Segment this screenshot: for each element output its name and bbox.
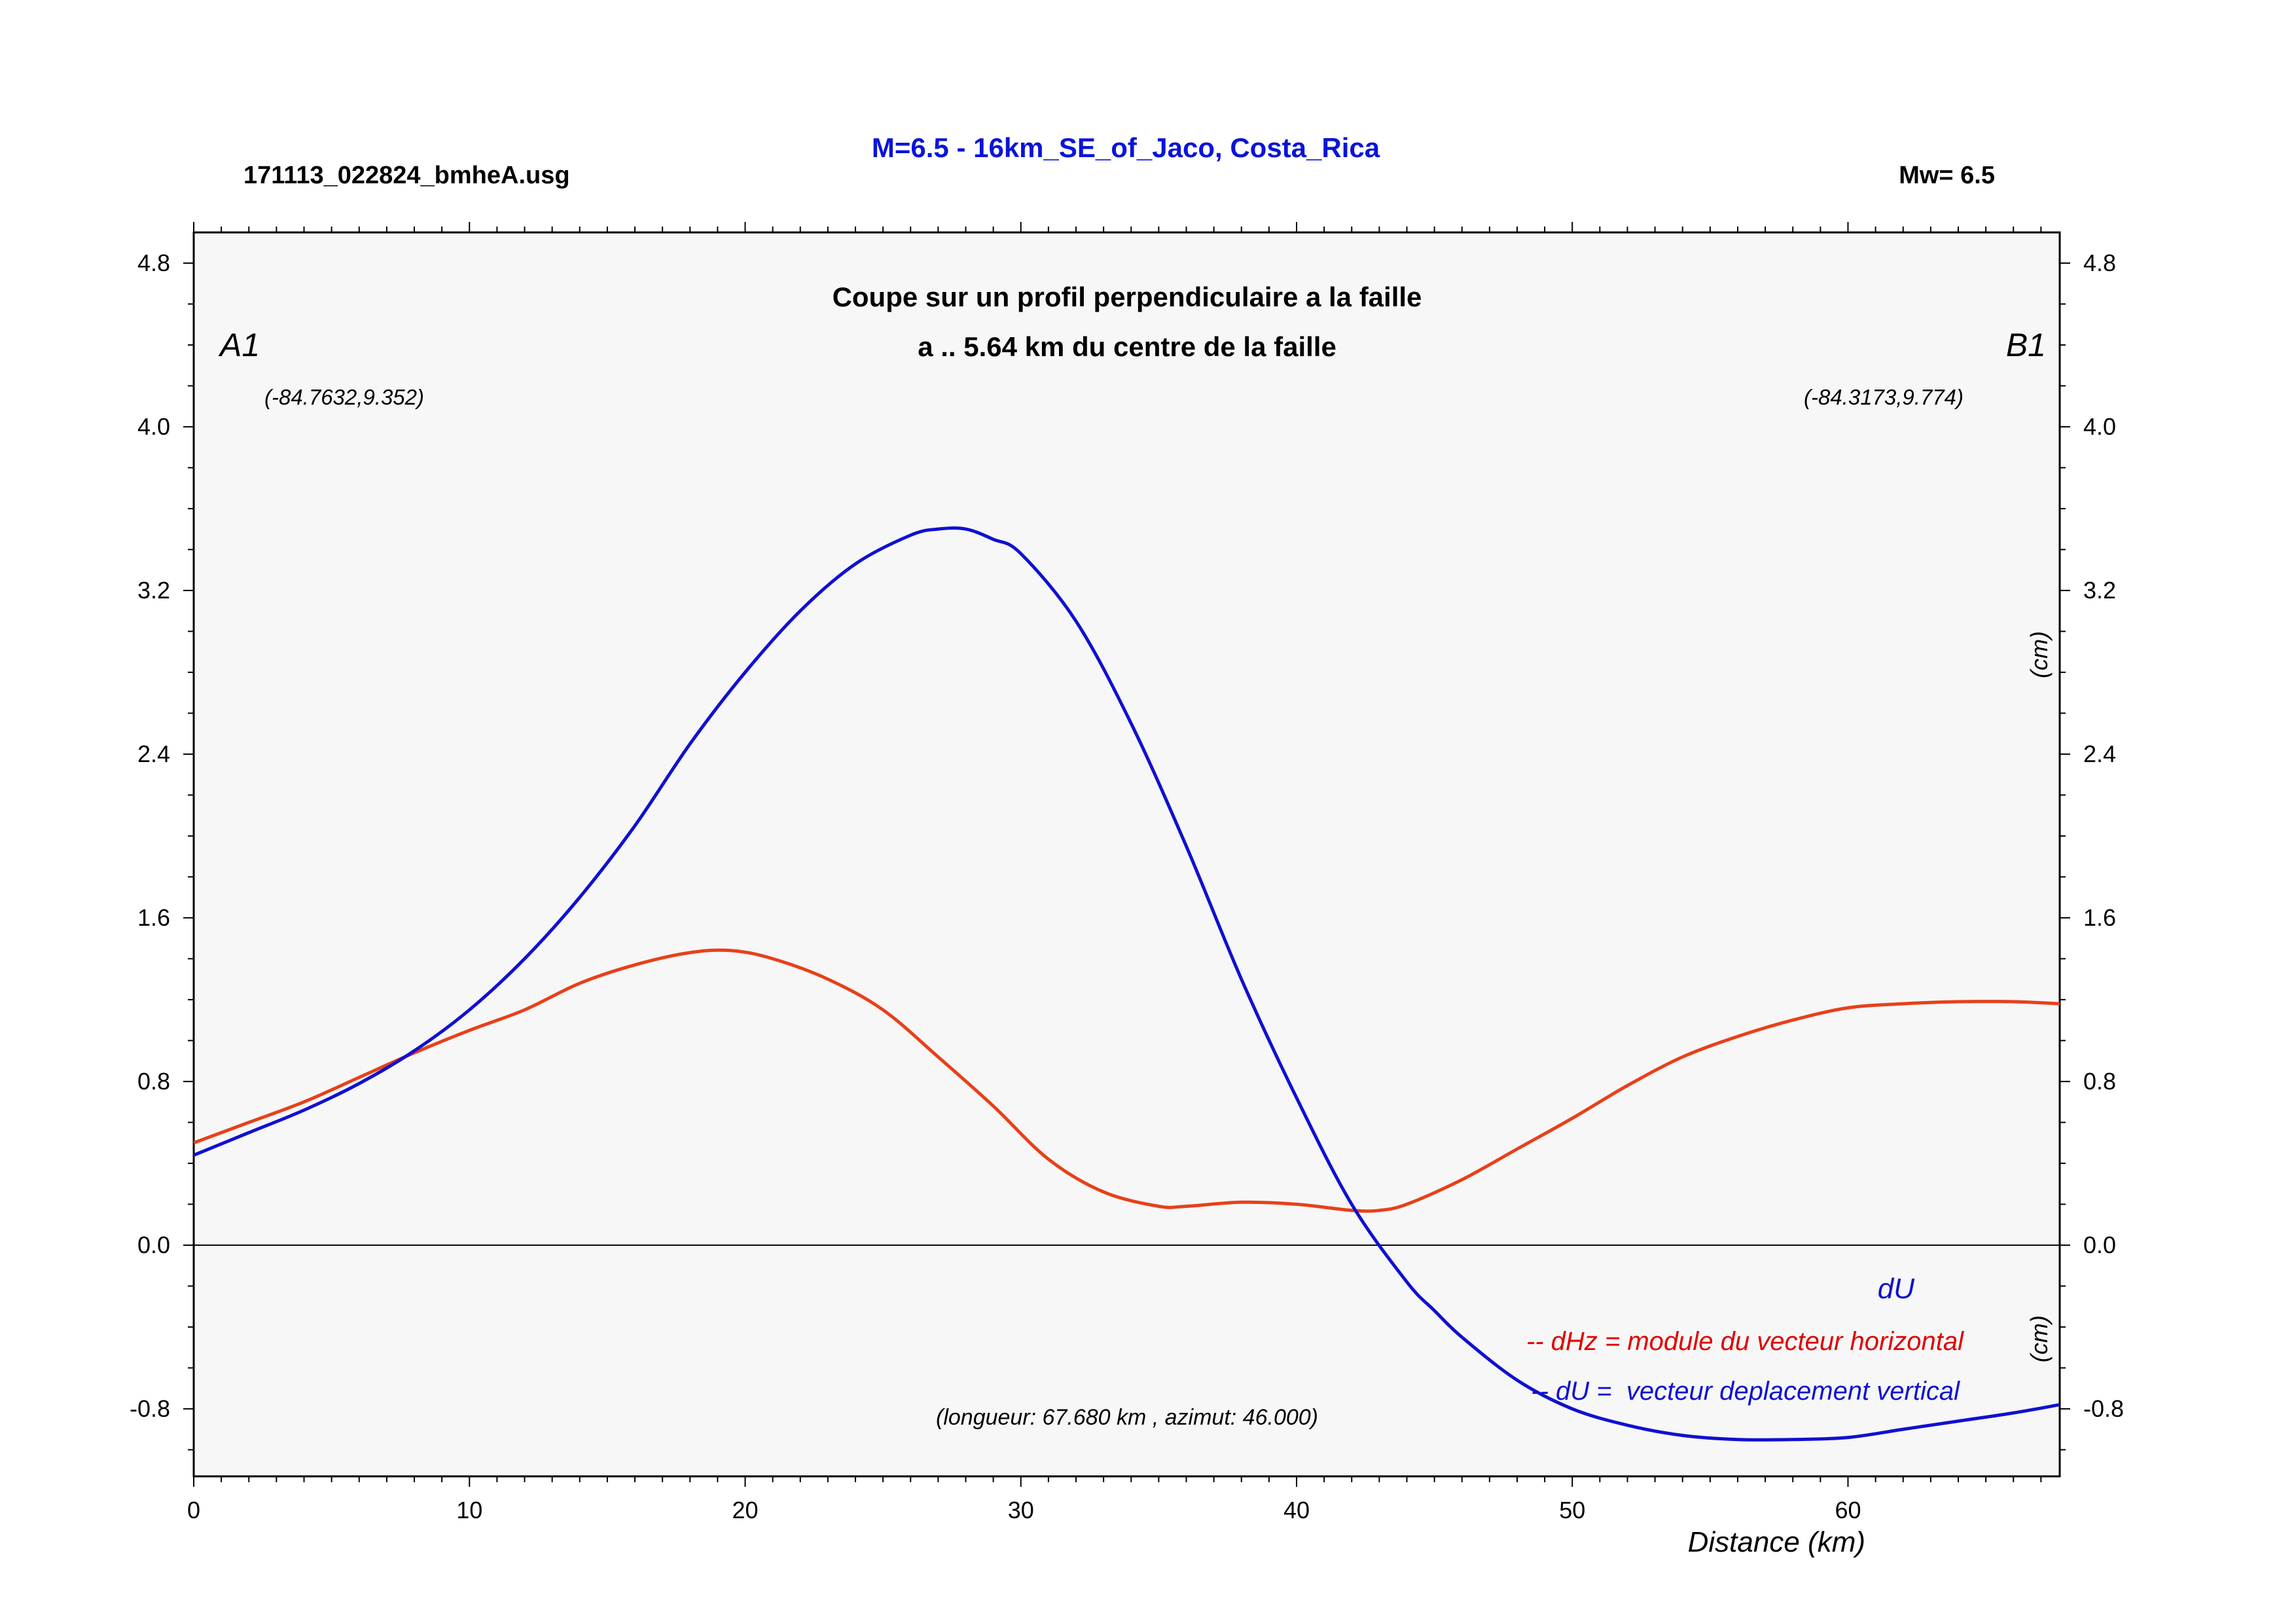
right-axis-unit-lower: (cm) — [2026, 1315, 2053, 1362]
x-tick-label: 10 — [456, 1497, 482, 1523]
x-tick-label: 60 — [1835, 1497, 1861, 1523]
y-tick-label-right: 0.0 — [2083, 1231, 2116, 1258]
point-b-label: B1 — [2006, 327, 2046, 363]
y-tick-label: -0.8 — [130, 1395, 170, 1422]
point-b-coords: (-84.3173,9.774) — [1804, 385, 1964, 409]
profile-subtitle: a .. 5.64 km du centre de la faille — [918, 331, 1336, 362]
x-axis-label: Distance (km) — [1688, 1526, 1865, 1558]
x-tick-label: 40 — [1283, 1497, 1310, 1523]
chart-main-title: M=6.5 - 16km_SE_of_Jaco, Costa_Rica — [872, 132, 1380, 163]
file-name-label: 171113_022824_bmheA.usg — [243, 162, 570, 189]
point-a-coords: (-84.7632,9.352) — [264, 385, 424, 409]
series-line-dhz — [193, 948, 2060, 1213]
x-tick-label: 30 — [1008, 1497, 1034, 1523]
y-tick-label: 3.2 — [137, 577, 170, 604]
legend-entry-du: -- dU = vecteur deplacement vertical — [1531, 1377, 1960, 1406]
y-tick-label-right: 4.8 — [2083, 249, 2116, 276]
x-tick-label: 50 — [1559, 1497, 1585, 1523]
magnitude-label: Mw= 6.5 — [1899, 162, 1995, 189]
y-tick-label: 0.0 — [137, 1231, 170, 1258]
plot-area — [192, 231, 2061, 1478]
series-line-du — [193, 526, 2060, 1442]
right-axis-unit-upper: (cm) — [2026, 631, 2053, 678]
axis-ticks — [183, 222, 2070, 1487]
profile-title: Coupe sur un profil perpendiculaire a la… — [833, 282, 1422, 312]
y-tick-label: 1.6 — [137, 904, 170, 931]
axis-tick-labels: 0 10 20 30 40 50 60 -0.8 -0.8 0.0 0.0 0.8 0.8 1.6 1.6 2… — [130, 249, 2124, 1523]
y-tick-label: 4.0 — [137, 413, 170, 440]
x-tick-label: 20 — [732, 1497, 758, 1523]
x-tick-label: 0 — [187, 1497, 200, 1523]
y-tick-label: 0.8 — [137, 1068, 170, 1095]
y-tick-label-right: -0.8 — [2083, 1395, 2124, 1422]
y-tick-label-right: 2.4 — [2083, 740, 2116, 767]
point-a-label: A1 — [218, 327, 260, 363]
y-tick-label-right: 0.8 — [2083, 1068, 2116, 1095]
legend-du-marker: dU — [1878, 1273, 1914, 1305]
y-tick-label: 2.4 — [137, 740, 170, 767]
y-tick-label-right: 1.6 — [2083, 904, 2116, 931]
y-tick-label-right: 3.2 — [2083, 577, 2116, 604]
y-tick-label-right: 4.0 — [2083, 413, 2116, 440]
profile-length-annotation: (longueur: 67.680 km , azimut: 46.000) — [936, 1405, 1318, 1430]
y-tick-label: 4.8 — [137, 249, 170, 276]
legend-entry-dhz: -- dHz = module du vecteur horizontal — [1526, 1327, 1964, 1356]
